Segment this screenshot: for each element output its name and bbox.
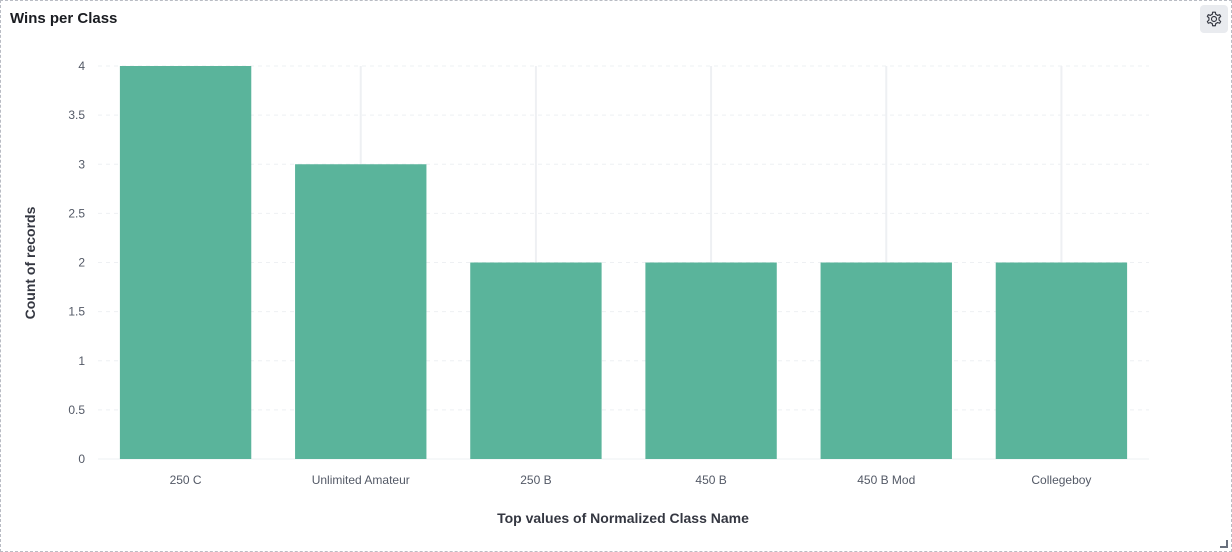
bar[interactable] (645, 262, 777, 460)
y-tick-label: 0.5 (68, 403, 85, 417)
panel-title: Wins per Class (10, 10, 118, 27)
y-tick-label: 1.5 (68, 305, 85, 319)
grid-lines (98, 65, 1149, 460)
y-tick-label: 3.5 (68, 108, 85, 122)
bars (119, 66, 1128, 460)
bar[interactable] (820, 262, 952, 460)
bar[interactable] (995, 262, 1128, 460)
x-axis-ticks: 250 C Unlimited Amateur 250 B 450 B 450 B Mo… (170, 473, 1092, 487)
y-tick-label: 4 (78, 59, 85, 73)
x-tick-label: 450 B (695, 473, 726, 487)
y-axis-title: Count of records (22, 206, 38, 319)
y-tick-label: 2 (78, 256, 85, 270)
gear-icon (1206, 11, 1222, 27)
panel-settings-button[interactable] (1200, 5, 1228, 33)
y-tick-label: 1 (78, 354, 85, 368)
y-tick-label: 3 (78, 157, 85, 171)
bar[interactable] (295, 164, 427, 459)
resize-handle[interactable] (1220, 540, 1228, 548)
bar[interactable] (119, 66, 252, 459)
x-tick-label: 250 C (170, 473, 202, 487)
bar[interactable] (470, 262, 602, 460)
x-tick-label: Unlimited Amateur (312, 473, 410, 487)
y-axis-ticks: 0 0.5 1 1.5 2 2.5 3 3.5 4 (68, 59, 85, 466)
x-tick-label: Collegeboy (1031, 473, 1091, 487)
y-tick-label: 2.5 (68, 206, 85, 220)
y-tick-label: 0 (78, 452, 85, 466)
x-tick-label: 450 B Mod (857, 473, 915, 487)
x-tick-label: 250 B (520, 473, 551, 487)
x-axis-title: Top values of Normalized Class Name (497, 510, 749, 526)
